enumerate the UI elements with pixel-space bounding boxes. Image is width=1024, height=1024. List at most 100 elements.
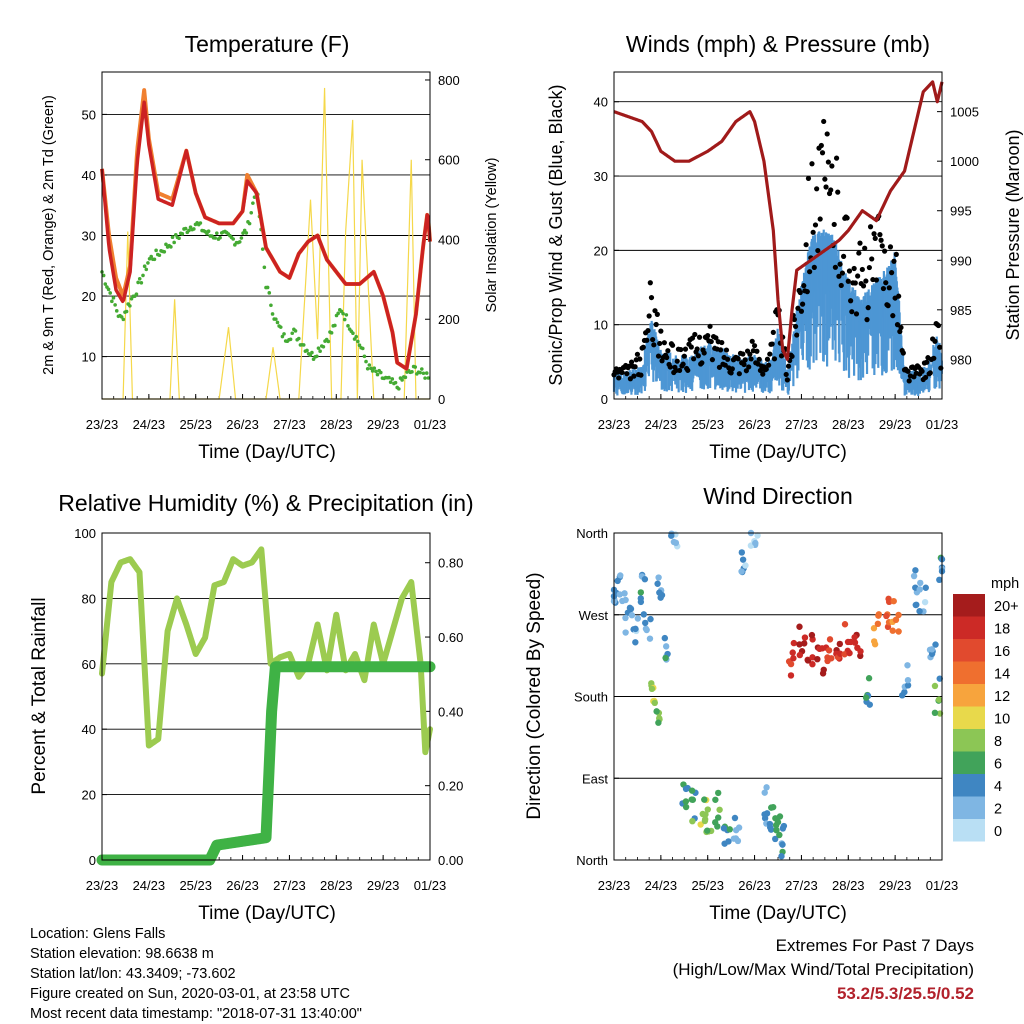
x-tick-label: 23/23: [86, 878, 119, 893]
wind-gust-point: [894, 322, 901, 328]
wind-gust-point: [800, 301, 806, 307]
x-tick-label: 28/23: [832, 417, 865, 432]
wind-gust-point: [838, 282, 844, 289]
wind-gust-point: [845, 278, 851, 284]
speed-legend-label: 16: [994, 644, 1010, 660]
dewpoint-point: [110, 299, 114, 304]
wind-direction-point: [655, 719, 662, 726]
x-tick-label: 25/23: [691, 878, 724, 893]
x-tick-label: 25/23: [179, 878, 212, 893]
wind-direction-point: [637, 589, 645, 596]
wind-direction-point: [672, 539, 680, 547]
wind-gust-point: [852, 280, 858, 286]
wind-direction-title: Wind Direction: [703, 483, 853, 509]
wind-direction-point: [826, 636, 834, 643]
dewpoint-point: [316, 346, 321, 350]
x-tick-label: 26/23: [226, 417, 259, 432]
wind-gust-point: [747, 351, 753, 357]
wind-direction-point: [921, 598, 929, 606]
speed-legend-label: 6: [994, 757, 1002, 773]
wind-direction-point: [904, 676, 912, 684]
speed-legend-label: 2: [994, 802, 1002, 818]
speed-legend-swatch: [953, 706, 985, 729]
wind-direction-point: [720, 825, 728, 832]
dewpoint-point: [326, 339, 331, 344]
speed-legend-swatch: [953, 796, 985, 819]
wind-direction-point: [773, 826, 780, 834]
wind-direction-point: [634, 615, 642, 622]
wind-direction-point: [851, 634, 858, 641]
wind-gust-point: [677, 367, 683, 374]
wind-gust-point: [789, 353, 795, 359]
wind-direction-point: [912, 601, 919, 609]
wind-gust-point: [832, 264, 839, 270]
wind-gust-point: [862, 245, 868, 251]
x-tick-label: 26/23: [738, 417, 771, 432]
wind-gust-point: [812, 222, 819, 228]
y-tick-label: 10: [82, 350, 96, 365]
wind-direction-point: [866, 701, 873, 708]
y-tick-label: 800: [438, 73, 460, 88]
dewpoint-point: [393, 380, 398, 385]
x-tick-label: 24/23: [645, 417, 678, 432]
dewpoint-point: [318, 349, 322, 354]
wind-gust-point: [896, 293, 902, 299]
wind-gust-point: [736, 371, 742, 377]
wind-direction-point: [899, 692, 906, 699]
wind-gust-point: [877, 232, 883, 238]
wind-direction-point: [761, 789, 768, 796]
wind-gust-point: [872, 235, 878, 242]
wind-gust-point: [640, 344, 646, 350]
wind-gust-point: [841, 253, 847, 259]
dewpoint-point: [183, 226, 188, 231]
wind-direction-point: [790, 655, 797, 662]
dewpoint-point: [346, 324, 350, 328]
dewpoint-point: [124, 309, 129, 314]
wind-gust-point: [719, 339, 725, 346]
wind-gust-point: [833, 155, 840, 161]
wind-direction-point: [715, 814, 722, 821]
wind-direction-point: [841, 651, 848, 658]
wind-gust-point: [883, 280, 889, 286]
dewpoint-point: [206, 229, 211, 234]
station-elevation: Station elevation: 98.6638 m: [30, 946, 214, 962]
wind-gust-point: [634, 351, 641, 357]
wind-gust-point: [707, 323, 713, 329]
y-tick-label: 0.00: [438, 853, 463, 868]
wind-gust-point: [801, 283, 807, 289]
wind-gust-point: [798, 308, 805, 314]
wind-direction-point: [726, 826, 734, 833]
y-tick-label: 20: [82, 289, 96, 304]
wind-gust-point: [897, 328, 903, 335]
wind-gust-point: [764, 356, 771, 362]
dewpoint-point: [390, 377, 395, 381]
x-tick-label: 29/23: [367, 878, 400, 893]
wind-direction-point: [841, 621, 849, 628]
wind-direction-point: [653, 708, 660, 715]
wind-direction-point: [725, 838, 732, 845]
wind-direction-point: [916, 586, 923, 593]
wind-gust-point: [741, 361, 747, 368]
wind-gust-point: [685, 367, 691, 373]
dewpoint-point: [141, 273, 145, 278]
y-tick-label: 40: [594, 95, 608, 110]
wind-gust-point: [831, 221, 837, 228]
wind-direction-point: [704, 806, 711, 813]
wind-gust-point: [938, 365, 944, 371]
wind-direction-point: [928, 646, 936, 653]
dewpoint-point: [146, 261, 150, 265]
wind-direction-point: [857, 648, 864, 655]
wind-direction-point: [931, 682, 939, 690]
dewpoint-point: [413, 365, 418, 369]
wind-gust-point: [691, 356, 697, 362]
wind-gust-point: [825, 159, 831, 165]
y-tick-label: 990: [950, 253, 972, 268]
y-tick-label: 0.80: [438, 556, 463, 571]
dewpoint-point: [397, 387, 401, 391]
y-tick-label: 80: [82, 591, 96, 606]
wind-direction-point: [780, 822, 788, 830]
temperature-panel: Temperature (F) 10 20 30 40 50 0 200 400 600 800 2…: [41, 31, 500, 463]
humidity-plot-area: 0 20 40 60 80 100 0.00 0.20 0.40 0.60 0.80 23/23 24/…: [74, 526, 463, 893]
dewpoint-point: [269, 303, 273, 308]
wind-direction-point: [922, 584, 929, 591]
